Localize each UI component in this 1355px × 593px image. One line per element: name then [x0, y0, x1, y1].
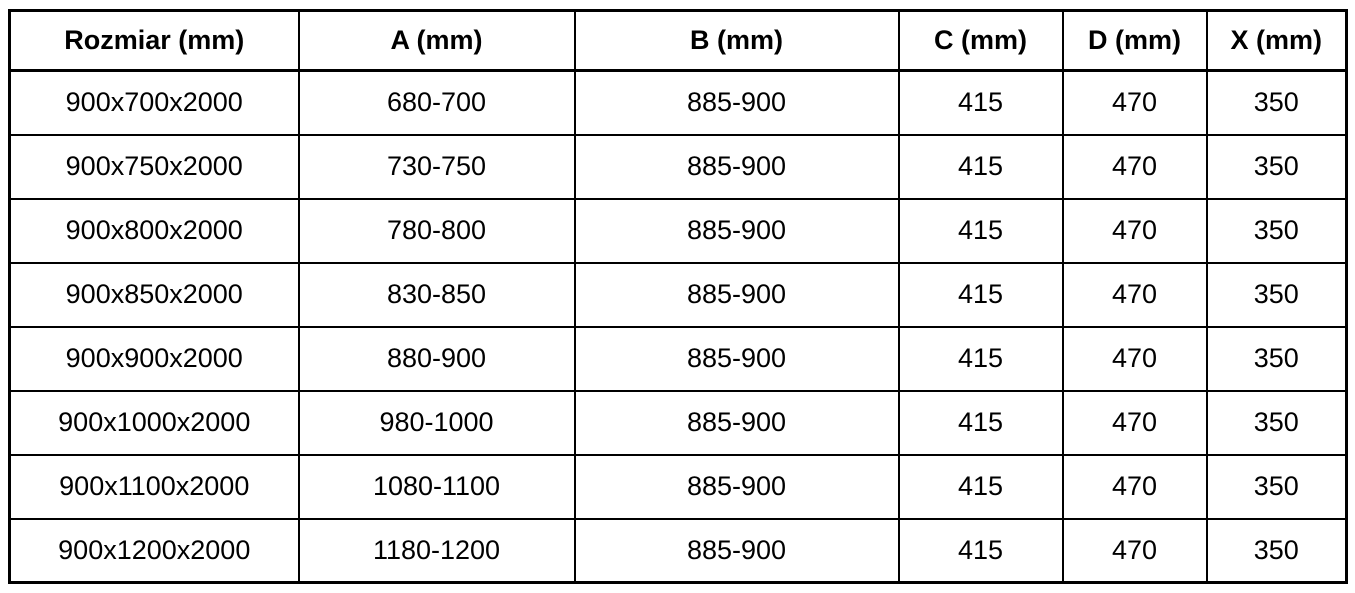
table-row: 900x1000x2000 980-1000 885-900 415 470 3…: [8, 389, 1348, 456]
table-cell-b: 885-900: [573, 69, 900, 136]
table-cell-c: 415: [897, 69, 1064, 136]
table-cell-a: 1180-1200: [297, 517, 576, 584]
table-cell-x: 350: [1205, 197, 1348, 264]
table-cell-a: 830-850: [297, 261, 576, 328]
table-cell-a: 1080-1100: [297, 453, 576, 520]
table-cell-x: 350: [1205, 325, 1348, 392]
table-cell-a: 730-750: [297, 133, 576, 200]
table-cell-x: 350: [1205, 453, 1348, 520]
table-cell-x: 350: [1205, 261, 1348, 328]
table-cell-d: 470: [1061, 197, 1208, 264]
table-cell-b: 885-900: [573, 517, 900, 584]
table-cell-a: 680-700: [297, 69, 576, 136]
column-header-d: D (mm): [1061, 9, 1208, 72]
table-cell-d: 470: [1061, 453, 1208, 520]
table-cell-x: 350: [1205, 389, 1348, 456]
table-cell-c: 415: [897, 389, 1064, 456]
table-cell-c: 415: [897, 325, 1064, 392]
table-cell-rozmiar: 900x800x2000: [8, 197, 300, 264]
table-row: 900x900x2000 880-900 885-900 415 470 350: [8, 325, 1348, 392]
table-cell-x: 350: [1205, 69, 1348, 136]
table-cell-d: 470: [1061, 325, 1208, 392]
table-cell-rozmiar: 900x1000x2000: [8, 389, 300, 456]
table-cell-x: 350: [1205, 133, 1348, 200]
column-header-x: X (mm): [1205, 9, 1348, 72]
table-cell-a: 880-900: [297, 325, 576, 392]
table-cell-c: 415: [897, 517, 1064, 584]
table-row: 900x800x2000 780-800 885-900 415 470 350: [8, 197, 1348, 264]
table-row: 900x750x2000 730-750 885-900 415 470 350: [8, 133, 1348, 200]
table-row: 900x850x2000 830-850 885-900 415 470 350: [8, 261, 1348, 328]
table-row: 900x1200x2000 1180-1200 885-900 415 470 …: [8, 517, 1348, 584]
column-header-a: A (mm): [297, 9, 576, 72]
table-cell-rozmiar: 900x750x2000: [8, 133, 300, 200]
table-cell-c: 415: [897, 133, 1064, 200]
table-cell-rozmiar: 900x1100x2000: [8, 453, 300, 520]
table-cell-b: 885-900: [573, 261, 900, 328]
table-cell-c: 415: [897, 261, 1064, 328]
table-cell-x: 350: [1205, 517, 1348, 584]
table-cell-a: 980-1000: [297, 389, 576, 456]
table-row: 900x700x2000 680-700 885-900 415 470 350: [8, 69, 1348, 136]
table-row: 900x1100x2000 1080-1100 885-900 415 470 …: [8, 453, 1348, 520]
table-cell-rozmiar: 900x700x2000: [8, 69, 300, 136]
table-cell-d: 470: [1061, 261, 1208, 328]
table-cell-b: 885-900: [573, 197, 900, 264]
column-header-b: B (mm): [573, 9, 900, 72]
column-header-rozmiar: Rozmiar (mm): [8, 9, 300, 72]
column-header-c: C (mm): [897, 9, 1064, 72]
table-cell-c: 415: [897, 197, 1064, 264]
table-cell-b: 885-900: [573, 325, 900, 392]
table-cell-rozmiar: 900x850x2000: [8, 261, 300, 328]
table-cell-c: 415: [897, 453, 1064, 520]
table-cell-a: 780-800: [297, 197, 576, 264]
table-cell-d: 470: [1061, 133, 1208, 200]
header-row: Rozmiar (mm) A (mm) B (mm) C (mm) D (mm)…: [8, 9, 1348, 72]
size-specification-table: Rozmiar (mm) A (mm) B (mm) C (mm) D (mm)…: [8, 9, 1348, 584]
table-cell-d: 470: [1061, 517, 1208, 584]
table-cell-rozmiar: 900x1200x2000: [8, 517, 300, 584]
table-cell-b: 885-900: [573, 453, 900, 520]
table-cell-rozmiar: 900x900x2000: [8, 325, 300, 392]
table-cell-b: 885-900: [573, 389, 900, 456]
table-cell-d: 470: [1061, 389, 1208, 456]
table-cell-d: 470: [1061, 69, 1208, 136]
table-cell-b: 885-900: [573, 133, 900, 200]
